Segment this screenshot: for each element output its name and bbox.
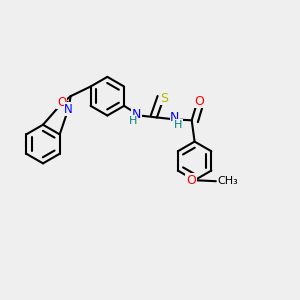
Text: O: O bbox=[194, 94, 204, 107]
Text: N: N bbox=[132, 107, 141, 121]
Text: O: O bbox=[186, 174, 196, 187]
Text: O: O bbox=[57, 96, 66, 109]
Text: N: N bbox=[64, 103, 73, 116]
Text: H: H bbox=[174, 120, 182, 130]
Text: S: S bbox=[160, 92, 168, 105]
Text: N: N bbox=[170, 111, 180, 124]
Text: H: H bbox=[128, 116, 137, 126]
Text: CH₃: CH₃ bbox=[217, 176, 238, 186]
